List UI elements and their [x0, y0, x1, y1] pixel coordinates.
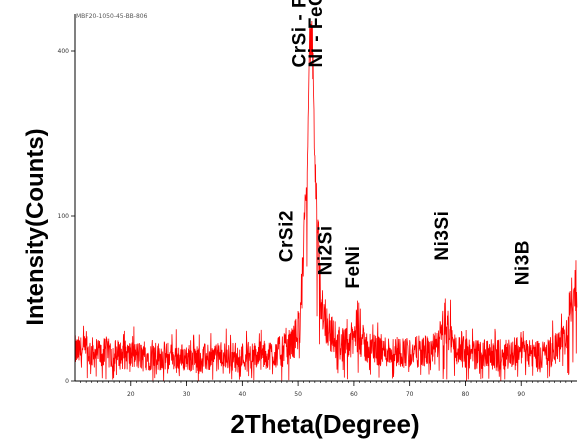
peak-label: Ni2Si [316, 225, 337, 275]
peak-label: Ni3Si [432, 211, 453, 261]
x-tick-label: 40 [239, 391, 247, 398]
y-tick-label: 100 [58, 213, 70, 220]
y-tick-label: 400 [58, 48, 70, 55]
peak-label: Ni3B [513, 240, 534, 285]
x-tick-label: 30 [183, 391, 191, 398]
y-tick-label: 0 [65, 378, 69, 385]
peak-label: CrSi - FeNi [289, 0, 310, 68]
peak-label: FeNi [343, 245, 364, 288]
plot-area [74, 20, 578, 381]
x-tick-label: 80 [462, 391, 470, 398]
peak-label: CrSi2 [277, 210, 298, 262]
x-tick-label: 50 [294, 391, 302, 398]
x-tick-label: 90 [517, 391, 525, 398]
sample-id-label: MBF20-1050-45-BB-806 [76, 13, 148, 20]
x-axis-title: 2Theta(Degree) [230, 409, 419, 439]
diffraction-trace [74, 20, 578, 381]
peak-label: Ni - FeCr [306, 0, 327, 68]
x-tick-label: 70 [406, 391, 414, 398]
x-axis: 20 30 40 50 60 70 80 90 [75, 380, 577, 398]
y-axis: 0 100 400 [58, 14, 76, 385]
x-tick-label: 20 [127, 391, 135, 398]
x-tick-label: 60 [350, 391, 358, 398]
y-axis-title: Intensity(Counts) [22, 128, 49, 325]
